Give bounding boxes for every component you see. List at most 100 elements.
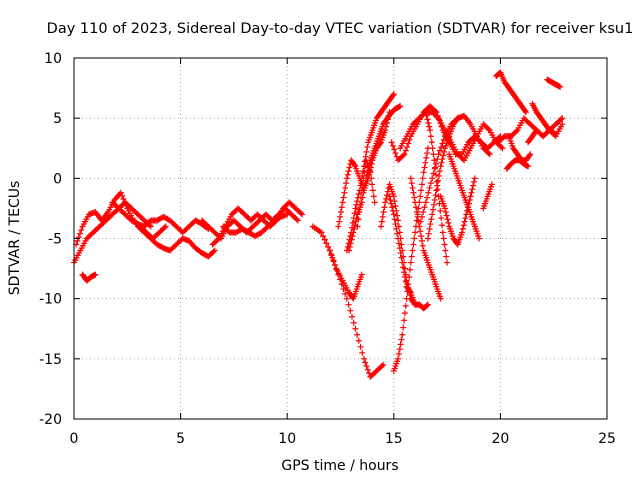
data-point — [499, 145, 506, 152]
data-point — [410, 241, 417, 248]
data-point — [402, 147, 409, 154]
data-point — [401, 269, 408, 276]
data-point — [336, 218, 343, 225]
data-point — [434, 156, 441, 163]
y-tick-label: -5 — [48, 232, 62, 248]
data-point — [284, 211, 291, 218]
data-point — [435, 172, 442, 179]
data-point — [392, 150, 399, 157]
data-point — [470, 182, 477, 189]
data-point — [444, 216, 451, 223]
data-point — [405, 281, 412, 288]
data-point — [386, 193, 393, 200]
data-point — [412, 204, 419, 211]
y-tick-label: 0 — [53, 171, 62, 187]
data-point — [426, 225, 433, 232]
data-point — [349, 313, 356, 320]
data-point — [161, 224, 168, 231]
data-point — [294, 217, 301, 224]
data-point — [411, 194, 418, 201]
data-point — [387, 196, 394, 203]
data-point — [395, 240, 402, 247]
data-point — [442, 209, 449, 216]
data-point — [354, 198, 361, 205]
data-point — [418, 213, 425, 220]
x-tick-label: 10 — [278, 431, 296, 447]
data-marks — [71, 69, 566, 380]
data-point — [424, 301, 431, 308]
data-point — [369, 187, 376, 194]
data-point — [419, 242, 426, 249]
data-point — [471, 175, 478, 182]
data-point — [339, 199, 346, 206]
data-point — [297, 210, 304, 217]
data-point — [418, 181, 425, 188]
data-point — [485, 125, 492, 132]
data-point — [459, 229, 466, 236]
data-point — [389, 142, 396, 149]
data-point — [426, 184, 433, 191]
data-point — [345, 301, 352, 308]
data-point — [421, 164, 428, 171]
data-point — [461, 218, 468, 225]
data-point — [380, 209, 387, 216]
data-point — [436, 168, 443, 175]
data-point — [559, 121, 566, 128]
data-point — [119, 192, 126, 199]
data-point — [92, 271, 99, 278]
data-point — [355, 216, 362, 223]
x-tick-label: 0 — [70, 431, 79, 447]
data-point — [429, 145, 436, 152]
data-point — [347, 240, 354, 247]
data-point — [347, 307, 354, 314]
data-point — [147, 223, 154, 230]
data-point — [321, 236, 328, 243]
series-track-26 — [480, 181, 495, 212]
data-point — [364, 366, 371, 373]
data-point — [120, 196, 127, 203]
data-point — [391, 216, 398, 223]
data-point — [559, 115, 566, 122]
data-point — [423, 112, 430, 119]
data-point — [214, 236, 221, 243]
data-point — [486, 151, 493, 158]
data-point — [335, 223, 342, 230]
data-point — [403, 295, 410, 302]
series-track-05 — [134, 223, 218, 260]
data-point — [393, 225, 400, 232]
series-track-14 — [354, 157, 378, 230]
data-point — [416, 223, 423, 230]
data-point — [438, 222, 445, 229]
data-point — [343, 175, 350, 182]
data-point — [522, 107, 529, 114]
data-point — [441, 241, 448, 248]
data-point — [453, 116, 460, 123]
data-point — [413, 209, 420, 216]
data-point — [429, 175, 436, 182]
series-track-18 — [390, 145, 431, 374]
data-point — [407, 266, 414, 273]
data-point — [522, 109, 529, 116]
data-point — [346, 164, 353, 171]
data-point — [361, 169, 368, 176]
data-point — [390, 211, 397, 218]
data-point — [430, 151, 437, 158]
data-point — [351, 210, 358, 217]
data-point — [468, 189, 475, 196]
series-track-10 — [318, 229, 365, 302]
data-point — [422, 159, 429, 166]
data-point — [440, 235, 447, 242]
data-point — [391, 198, 398, 205]
data-point — [401, 310, 408, 317]
data-point — [438, 215, 445, 222]
data-point — [403, 277, 410, 284]
series-track-07 — [209, 199, 306, 248]
data-point — [380, 361, 387, 368]
x-tick-label: 5 — [176, 431, 185, 447]
data-point — [424, 194, 431, 201]
data-point — [418, 187, 425, 194]
data-point — [424, 302, 431, 309]
data-point — [402, 302, 409, 309]
data-point — [438, 144, 445, 151]
y-tick-label: -20 — [39, 412, 62, 428]
